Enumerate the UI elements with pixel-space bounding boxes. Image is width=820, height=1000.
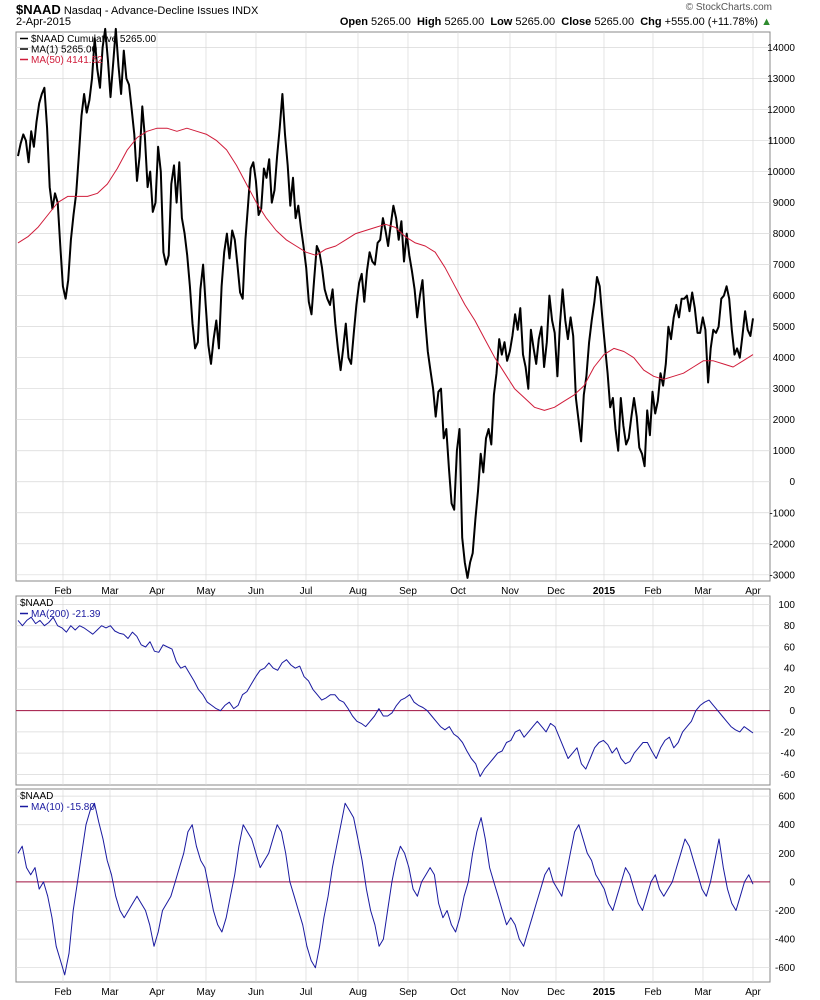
up-arrow-icon: ▲ [761, 16, 772, 28]
osc1-y-tick-label: 100 [778, 600, 795, 611]
main-panel: 1400013000120001100010000900080007000600… [15, 27, 796, 597]
osc2-x-tick-label: Sep [399, 987, 417, 998]
osc1-legend-entry: MA(200) -21.39 [31, 609, 101, 620]
osc2-x-tick-label: Aug [349, 987, 367, 998]
osc2-x-tick-label: May [197, 987, 216, 998]
osc1-y-tick-label: 60 [784, 642, 796, 653]
main-x-tick-label: Mar [694, 586, 712, 597]
osc1-y-tick-label: 0 [789, 706, 795, 717]
main-y-tick-label: 13000 [767, 74, 795, 85]
main-y-tick-label: 7000 [773, 260, 796, 271]
main-x-tick-label: Oct [450, 586, 466, 597]
main-frame [15, 31, 771, 582]
main-y-tick-label: 3000 [773, 384, 796, 395]
osc1-frame [15, 595, 771, 786]
osc1-y-tick-label: 40 [784, 664, 796, 675]
osc2-x-tick-label: Jun [248, 987, 264, 998]
main-y-tick-label: 4000 [773, 353, 796, 364]
main-x-tick-label: Nov [501, 586, 519, 597]
main-x-tick-label: Mar [101, 586, 119, 597]
osc2-x-tick-label: Mar [101, 987, 119, 998]
osc2-x-tick-label: Feb [644, 987, 662, 998]
osc2-x-tick-label: Feb [54, 987, 72, 998]
main-y-tick-label: 9000 [773, 198, 796, 209]
osc2-legend-title: $NAAD [20, 791, 53, 802]
main-y-tick-label: -2000 [769, 539, 795, 550]
main-y-tick-label: 10000 [767, 167, 795, 178]
osc1-y-tick-label: -20 [781, 727, 796, 738]
exchange-label: INDX [232, 5, 259, 17]
osc2-x-tick-label: Apr [745, 987, 761, 998]
symbol-name: Nasdaq - Advance-Decline Issues [63, 5, 229, 17]
osc2-panel: 600 400 200 0 -200 -400 -600 Feb Mar Apr May Jun Jul… [15, 788, 795, 998]
chart-header: $NAAD Nasdaq - Advance-Decline Issues IN… [16, 2, 772, 18]
osc2-x-tick-label: 2015 [593, 987, 616, 998]
main-y-tick-label: 12000 [767, 105, 795, 116]
main-series--naad-cumulative [17, 27, 754, 579]
osc2-x-tick-label: Oct [450, 987, 466, 998]
osc2-y-tick-label: 0 [789, 877, 795, 888]
main-y-tick-label: 8000 [773, 229, 796, 240]
main-x-tick-label: Aug [349, 586, 367, 597]
symbol-title: $NAAD [16, 2, 61, 17]
osc1-series-ma-200- [17, 616, 754, 777]
main-y-tick-label: 2000 [773, 415, 796, 426]
main-y-tick-label: -1000 [769, 508, 795, 519]
main-x-tick-label: Sep [399, 586, 417, 597]
main-x-tick-label: Jun [248, 586, 264, 597]
main-x-tick-label: Dec [547, 586, 565, 597]
main-y-tick-label: 1000 [773, 446, 796, 457]
osc2-x-tick-label: Mar [694, 987, 712, 998]
osc2-frame [15, 788, 771, 983]
ohlc-row: 2-Apr-2015 Open 5265.00 High 5265.00 Low… [16, 16, 772, 30]
osc2-y-tick-label: 400 [778, 820, 795, 831]
ohlc-values: Open 5265.00 High 5265.00 Low 5265.00 Cl… [339, 16, 772, 28]
main-x-tick-label: Feb [54, 586, 72, 597]
osc2-x-tick-label: Nov [501, 987, 519, 998]
main-x-tick-label: 2015 [593, 586, 616, 597]
osc2-y-tick-label: -600 [775, 963, 795, 974]
osc2-y-tick-label: -400 [775, 935, 795, 946]
osc2-x-tick-label: Apr [149, 987, 165, 998]
osc2-series-ma-10- [17, 802, 754, 976]
osc1-legend-title: $NAAD [20, 598, 53, 609]
osc1-y-tick-label: 80 [784, 621, 796, 632]
main-y-tick-label: 6000 [773, 291, 796, 302]
main-x-tick-label: Apr [149, 586, 165, 597]
main-x-tick-label: Apr [745, 586, 761, 597]
main-y-tick-label: 0 [789, 477, 795, 488]
main-x-tick-label: May [197, 586, 216, 597]
osc2-y-tick-label: 200 [778, 849, 795, 860]
main-x-tick-label: Jul [300, 586, 313, 597]
osc1-y-tick-label: 20 [784, 685, 796, 696]
osc2-x-tick-label: Dec [547, 987, 565, 998]
main-series-ma-50- [17, 127, 754, 411]
main-y-tick-label: 11000 [768, 136, 796, 147]
osc2-y-tick-label: 600 [778, 792, 795, 803]
main-y-tick-label: -3000 [769, 570, 795, 581]
main-legend-entry: $NAAD Cumulative 5265.00 [31, 34, 157, 45]
osc2-x-tick-label: Jul [300, 987, 313, 998]
main-y-tick-label: 5000 [773, 322, 796, 333]
main-x-tick-label: Feb [644, 586, 662, 597]
credit-text: © StockCharts.com [685, 2, 772, 13]
osc2-y-tick-label: -200 [775, 906, 795, 917]
osc2-legend-entry: MA(10) -15.80 [31, 802, 95, 813]
main-legend-entry: MA(50) 4141.52 [31, 55, 103, 66]
date-label: 2-Apr-2015 [16, 16, 72, 28]
osc1-y-tick-label: -60 [781, 770, 796, 781]
main-legend-entry: MA(1) 5265.00 [31, 45, 98, 56]
osc1-y-tick-label: -40 [781, 749, 796, 760]
main-y-tick-label: 14000 [767, 43, 795, 54]
